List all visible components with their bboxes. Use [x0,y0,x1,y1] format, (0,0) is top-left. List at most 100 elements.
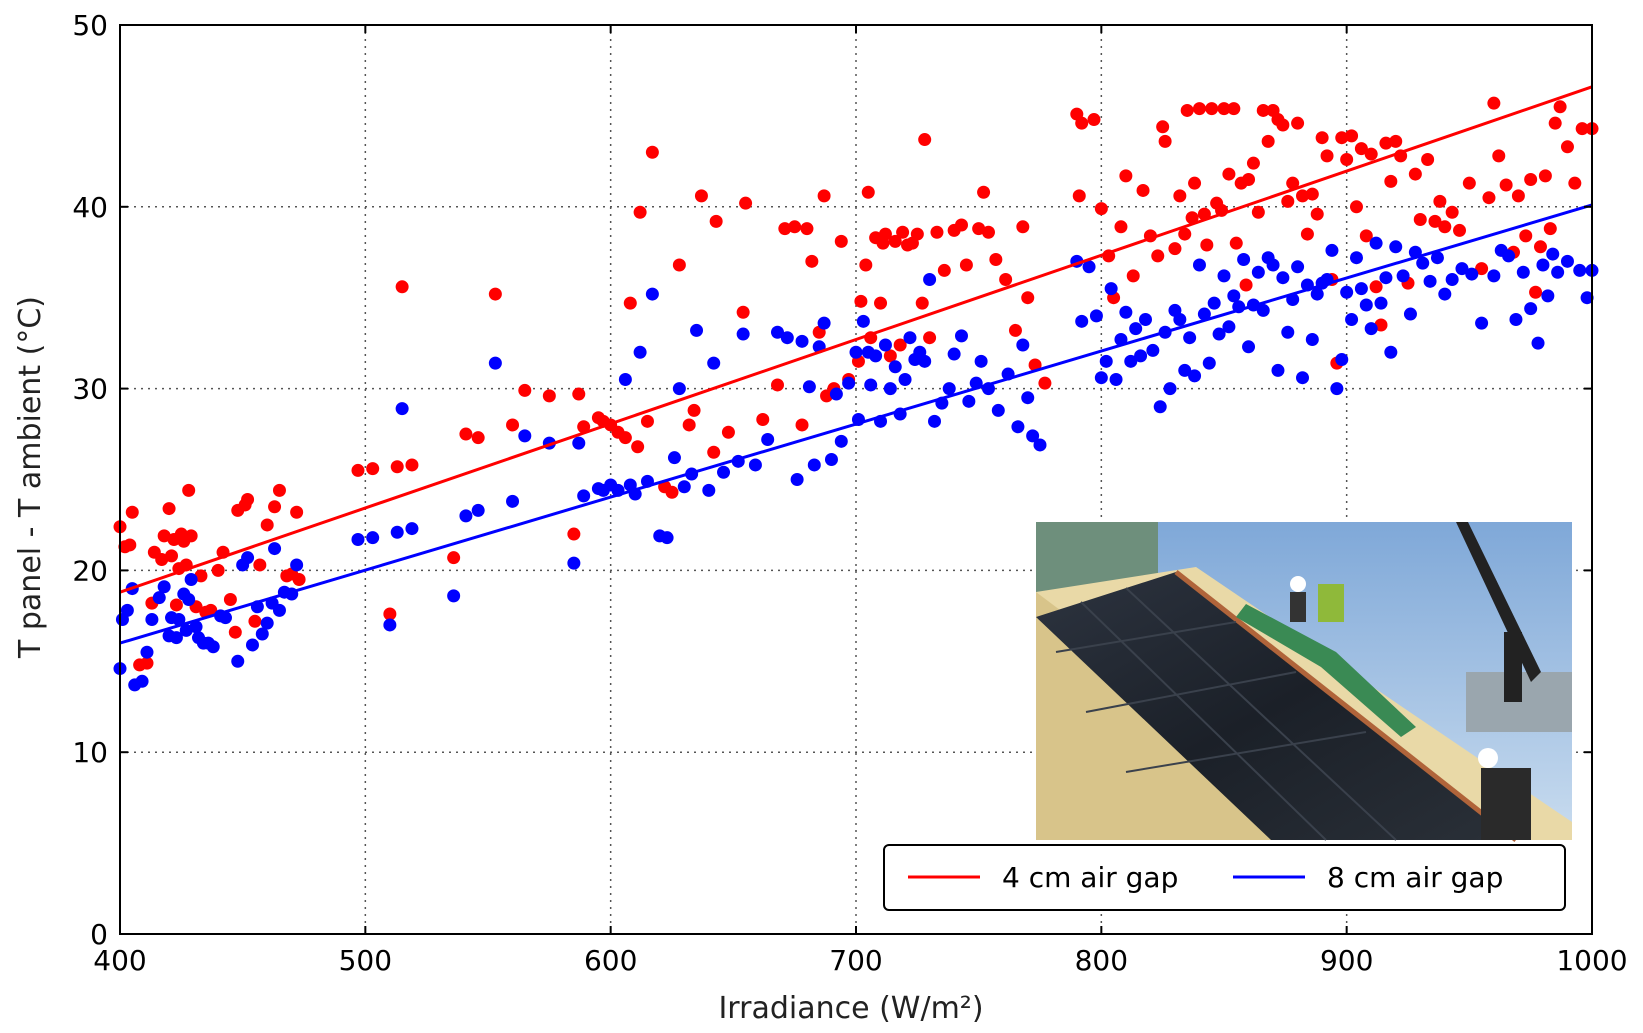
data-point [1345,313,1359,327]
data-point [518,383,532,397]
data-point [893,338,907,352]
data-point [447,551,461,565]
data-point [1553,100,1567,114]
data-point [194,569,208,583]
data-point [623,296,637,310]
data-point [991,403,1005,417]
series-layer [113,96,1599,692]
data-point [977,185,991,199]
data-point [959,258,973,272]
data-point [1227,289,1241,303]
data-point [672,382,686,396]
data-point [1222,320,1236,334]
data-point [1511,189,1525,203]
data-point [1281,325,1295,339]
legend: 4 cm air gap 8 cm air gap [883,844,1566,911]
data-point [1340,153,1354,167]
data-point [260,616,274,630]
data-point [1438,220,1452,234]
data-point [390,525,404,539]
data-point [805,254,819,268]
y-tick-label: 20 [72,554,108,587]
data-point [1114,220,1128,234]
data-point [883,349,897,363]
data-point [1291,260,1305,274]
data-point [1163,382,1177,396]
data-point [1516,265,1530,279]
data-point [1315,131,1329,145]
data-point [702,483,716,497]
data-point [1445,205,1459,219]
data-point [1173,313,1187,327]
data-point [506,418,520,432]
data-point [488,356,502,370]
data-point [1138,313,1152,327]
data-point [1519,229,1533,243]
data-point [861,185,875,199]
data-point [1533,240,1547,254]
data-point [896,225,910,239]
data-point [1072,189,1086,203]
data-point [506,494,520,508]
data-point [709,214,723,228]
y-tick-label: 40 [72,191,108,224]
data-point [1573,263,1587,277]
data-point [849,345,863,359]
data-point [1300,227,1314,241]
data-point [942,382,956,396]
data-point [1276,271,1290,285]
data-point [645,145,659,159]
data-point [1026,429,1040,443]
data-point [1438,287,1452,301]
data-point [1180,103,1194,117]
data-point [1156,120,1170,134]
data-point [1202,356,1216,370]
data-point [690,323,704,337]
data-point [140,656,154,670]
data-point [253,558,267,572]
data-point [780,331,794,345]
data-point [859,258,873,272]
data-point [1453,223,1467,237]
data-point [1200,238,1214,252]
data-point [672,258,686,272]
data-point [189,620,203,634]
data-point [1475,316,1489,330]
data-point [682,418,696,432]
data-point [1408,167,1422,181]
data-point [1396,269,1410,283]
data-point [1430,251,1444,265]
data-point [1354,142,1368,156]
x-tick-label: 500 [339,944,392,977]
data-point [1126,269,1140,283]
data-point [241,492,255,506]
data-point [179,623,193,637]
x-tick-label: 800 [1075,944,1128,977]
data-point [962,394,976,408]
data-point [218,611,232,625]
data-point [1421,153,1435,167]
data-point [1465,267,1479,281]
data-point [1185,211,1199,225]
data-point [123,538,137,552]
data-point [1205,102,1219,116]
data-point [1509,313,1523,327]
data-point [1296,371,1310,385]
data-point [1320,149,1334,163]
data-point [1364,322,1378,336]
data-point [182,592,196,606]
data-point [1551,265,1565,279]
data-point [677,480,691,494]
data-point [633,345,647,359]
data-point [888,234,902,248]
data-point [1482,191,1496,205]
data-point [292,572,306,586]
data-point [1568,176,1582,190]
y-tick-label: 30 [72,373,108,406]
data-point [1038,376,1052,390]
data-point [395,402,409,416]
data-point [1011,420,1025,434]
data-point [1524,302,1538,316]
data-point [972,222,986,236]
data-point [1462,176,1476,190]
